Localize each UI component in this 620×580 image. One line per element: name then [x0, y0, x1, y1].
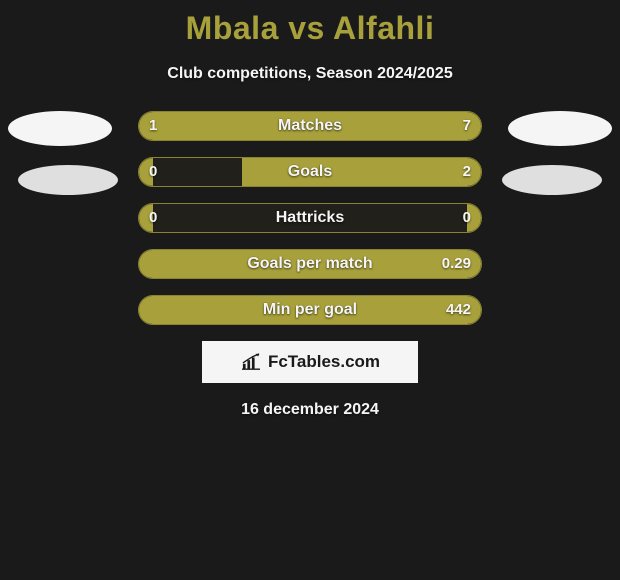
- bar-label: Matches: [139, 112, 481, 140]
- bar-label: Goals: [139, 158, 481, 186]
- bars-container: 1 Matches 7 0 Goals 2 0 Hattricks 0: [138, 111, 482, 325]
- bar-row-goals: 0 Goals 2: [138, 157, 482, 187]
- bar-value-right: 442: [446, 296, 471, 324]
- player-right-avatar-1: [508, 111, 612, 146]
- bar-value-right: 2: [463, 158, 471, 186]
- bar-value-right: 0: [463, 204, 471, 232]
- player-left-avatar-2: [18, 165, 118, 195]
- chart-area: 1 Matches 7 0 Goals 2 0 Hattricks 0: [0, 111, 620, 419]
- date-text: 16 december 2024: [0, 401, 620, 419]
- bar-row-min-per-goal: Min per goal 442: [138, 295, 482, 325]
- comparison-infographic: Mbala vs Alfahli Club competitions, Seas…: [0, 0, 620, 580]
- bar-value-right: 7: [463, 112, 471, 140]
- logo-box: FcTables.com: [202, 341, 418, 383]
- bar-row-goals-per-match: Goals per match 0.29: [138, 249, 482, 279]
- player-left-avatar-1: [8, 111, 112, 146]
- bar-row-hattricks: 0 Hattricks 0: [138, 203, 482, 233]
- subtitle: Club competitions, Season 2024/2025: [0, 65, 620, 83]
- bar-label: Goals per match: [139, 250, 481, 278]
- fctables-logo-icon: [240, 353, 262, 371]
- bar-label: Min per goal: [139, 296, 481, 324]
- bar-label: Hattricks: [139, 204, 481, 232]
- bar-value-right: 0.29: [442, 250, 471, 278]
- bar-row-matches: 1 Matches 7: [138, 111, 482, 141]
- logo-text: FcTables.com: [268, 352, 380, 372]
- page-title: Mbala vs Alfahli: [0, 0, 620, 47]
- player-right-avatar-2: [502, 165, 602, 195]
